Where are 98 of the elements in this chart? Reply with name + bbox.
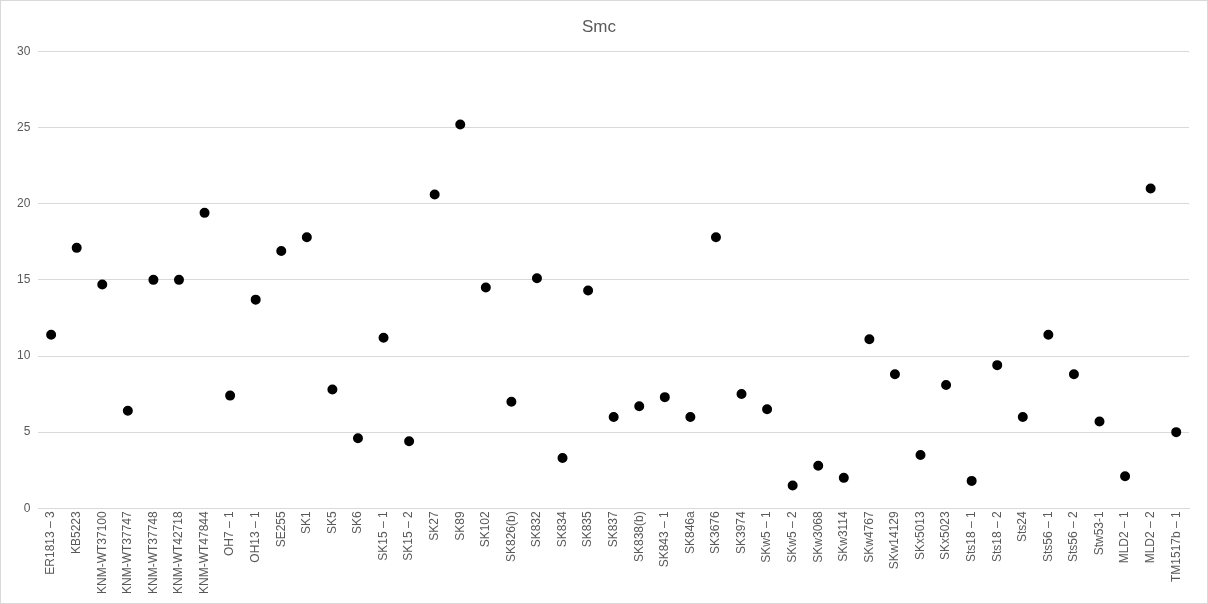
- x-tick-label: KNM-WT42718: [171, 510, 186, 594]
- x-tick-label: SK89: [452, 510, 467, 541]
- point: [429, 189, 440, 200]
- x-tick-label: KB5223: [69, 510, 84, 555]
- x-tick-label: SK5: [324, 510, 339, 534]
- point: [250, 294, 261, 305]
- x-tick-label: SK102: [478, 510, 493, 548]
- y-tick-label: 20: [16, 196, 31, 211]
- x-tick-label: SK15 – 2: [401, 510, 416, 561]
- x-tick-label: SE255: [273, 510, 288, 548]
- point: [531, 273, 542, 284]
- point: [506, 396, 517, 407]
- x-tick-label: KNM-WT37100: [94, 510, 109, 594]
- x-tick-label: Sts18 – 2: [989, 510, 1004, 563]
- point: [276, 245, 287, 256]
- x-tick-label: KNM-WT37748: [145, 510, 160, 594]
- chart-title: Smc: [582, 16, 617, 36]
- x-tick-label: SKw4767: [861, 510, 876, 563]
- point: [864, 334, 875, 345]
- x-tick-label: SK15 – 1: [375, 510, 390, 561]
- x-tick-label: ER1813 – 3: [43, 511, 58, 575]
- point: [1120, 471, 1131, 482]
- y-tick-label: 30: [16, 43, 31, 58]
- x-tick-label: KNM-WT47844: [196, 510, 211, 594]
- point: [1094, 416, 1105, 427]
- point: [1068, 369, 1079, 380]
- point: [225, 390, 236, 401]
- point: [480, 282, 491, 293]
- y-tick-label: 10: [16, 348, 31, 363]
- point: [1171, 427, 1182, 438]
- point: [352, 433, 363, 444]
- point: [404, 436, 415, 447]
- x-tick-label: SKw14129: [887, 510, 902, 570]
- x-tick-label: SKw3068: [810, 510, 825, 563]
- point: [787, 480, 798, 491]
- point: [1043, 329, 1054, 340]
- y-tick-label: 25: [16, 119, 31, 134]
- x-tick-label: Sts56 – 2: [1066, 510, 1081, 563]
- x-tick-label: OH7 – 1: [222, 511, 237, 557]
- x-tick-label: SK27: [427, 510, 441, 541]
- point: [736, 389, 747, 400]
- x-tick-label: SK837: [605, 510, 620, 548]
- point: [173, 274, 184, 285]
- x-tick-label: SK6: [350, 510, 365, 534]
- point: [915, 450, 926, 461]
- x-tick-label: SK835: [580, 510, 595, 548]
- point: [608, 411, 619, 422]
- point: [659, 392, 670, 403]
- y-tick-label: 0: [23, 500, 31, 515]
- x-tick-label: Sts56 – 1: [1040, 510, 1055, 563]
- x-tick-label: SKx5013: [912, 510, 927, 561]
- point: [71, 242, 82, 253]
- point: [889, 369, 900, 380]
- x-tick-label: Sts24: [1015, 510, 1030, 542]
- point: [1145, 183, 1156, 194]
- point: [1017, 411, 1028, 422]
- x-tick-label: MLD2 – 1: [1117, 510, 1132, 564]
- point: [992, 360, 1003, 371]
- point: [710, 232, 721, 243]
- point: [199, 207, 210, 218]
- x-tick-label: SK3676: [708, 510, 723, 555]
- x-tick-label: SK846a: [682, 510, 697, 555]
- x-tick-label: SKx5023: [938, 510, 953, 561]
- x-tick-label: SK838(b): [631, 511, 646, 563]
- x-tick-label: SK826(b): [503, 511, 518, 563]
- point: [97, 279, 108, 290]
- point: [378, 332, 389, 343]
- point: [634, 401, 645, 412]
- y-tick-label: 5: [23, 424, 31, 439]
- x-tick-label: SKw5 – 2: [784, 511, 799, 563]
- x-tick-label: TM1517b – 1: [1168, 510, 1183, 583]
- point: [122, 405, 133, 416]
- point: [583, 285, 594, 296]
- point: [685, 411, 696, 422]
- x-tick-label: SK832: [529, 510, 544, 548]
- x-tick-label: SKw3114: [836, 510, 851, 562]
- point: [813, 460, 824, 471]
- x-tick-label: OH13 – 1: [248, 511, 263, 563]
- point: [301, 232, 312, 243]
- point: [327, 384, 338, 395]
- x-tick-label: Stw53-1: [1091, 511, 1106, 556]
- x-tick-label: Sts18 – 1: [963, 510, 978, 563]
- point: [838, 472, 849, 483]
- point: [762, 404, 773, 415]
- point: [557, 453, 568, 464]
- x-tick-label: KNM-WT37747: [120, 510, 135, 594]
- point: [148, 274, 159, 285]
- y-tick-label: 15: [16, 272, 31, 287]
- point: [46, 329, 57, 340]
- x-tick-label: SK3974: [733, 510, 748, 555]
- point: [941, 379, 952, 390]
- x-tick-label: SK843 – 1: [657, 510, 672, 568]
- point: [966, 475, 977, 486]
- x-tick-label: MLD2 – 2: [1142, 510, 1157, 564]
- x-tick-label: SKw5 – 1: [759, 511, 774, 563]
- point: [455, 119, 466, 130]
- x-tick-label: SK834: [554, 510, 569, 548]
- x-tick-label: SK1: [299, 510, 314, 534]
